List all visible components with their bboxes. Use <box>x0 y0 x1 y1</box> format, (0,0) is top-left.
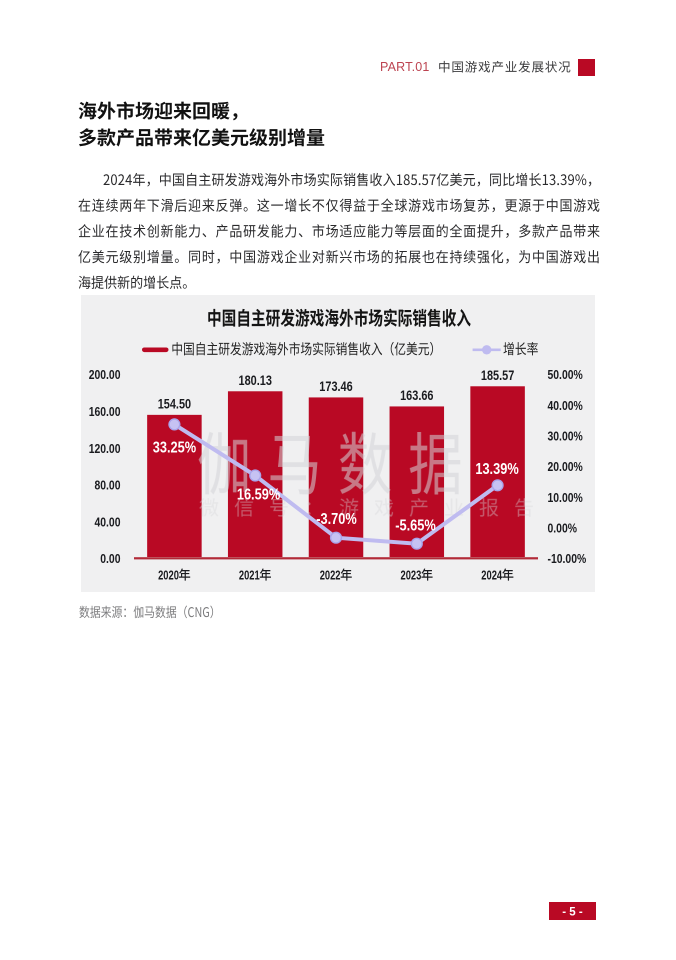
svg-text:160.00: 160.00 <box>89 405 121 419</box>
svg-text:0.00%: 0.00% <box>548 521 578 535</box>
svg-text:-3.70%: -3.70% <box>316 511 357 529</box>
svg-text:33.25%: 33.25% <box>153 439 197 457</box>
svg-text:13.39%: 13.39% <box>475 461 519 479</box>
svg-text:- 5 -: - 5 - <box>562 907 583 919</box>
svg-text:180.13: 180.13 <box>239 373 272 389</box>
svg-text:20.00%: 20.00% <box>548 460 584 474</box>
svg-text:PART.01: PART.01 <box>380 60 430 74</box>
svg-text:0.00: 0.00 <box>100 552 121 566</box>
svg-text:2020: 2020 <box>158 569 179 583</box>
svg-text:40.00: 40.00 <box>94 515 120 529</box>
svg-text:2024: 2024 <box>481 569 502 583</box>
svg-text:-5.65%: -5.65% <box>395 518 436 536</box>
svg-text:154.50: 154.50 <box>158 396 191 412</box>
svg-text:10.00%: 10.00% <box>548 491 584 505</box>
svg-text:50.00%: 50.00% <box>548 368 584 382</box>
svg-text:30.00%: 30.00% <box>548 429 584 443</box>
svg-text:-10.00%: -10.00% <box>548 552 587 566</box>
svg-text:2023: 2023 <box>401 569 422 583</box>
svg-text:16.59%: 16.59% <box>237 486 281 504</box>
svg-text:2021: 2021 <box>239 569 260 583</box>
svg-text:120.00: 120.00 <box>89 442 121 456</box>
svg-text:173.46: 173.46 <box>319 379 352 395</box>
svg-text:185.57: 185.57 <box>481 368 514 384</box>
svg-text:163.66: 163.66 <box>400 388 433 404</box>
svg-text:80.00: 80.00 <box>94 479 120 493</box>
svg-text:40.00%: 40.00% <box>548 399 584 413</box>
svg-text:2022: 2022 <box>320 569 341 583</box>
svg-text:200.00: 200.00 <box>89 368 121 382</box>
